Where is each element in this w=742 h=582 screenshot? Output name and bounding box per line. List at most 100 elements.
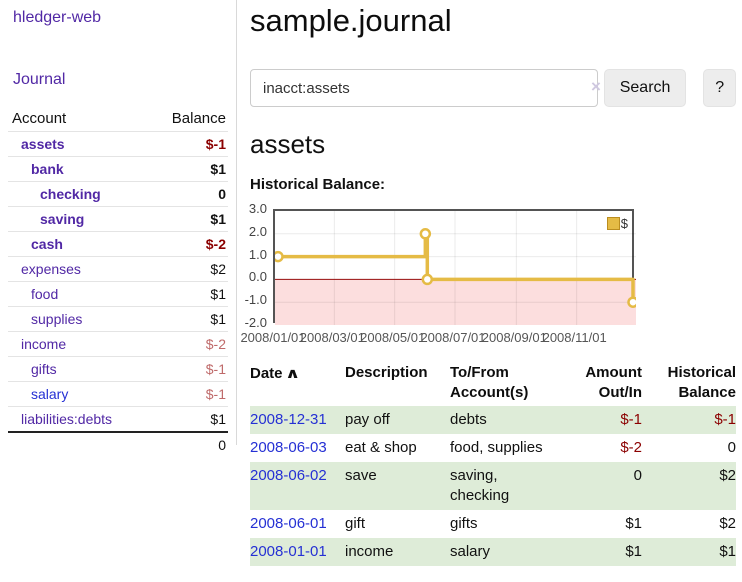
x-axis-label: 2008/11/01: [542, 330, 607, 345]
account-row: supplies $1: [8, 306, 228, 331]
transaction-amount: $1: [625, 515, 642, 532]
x-axis-label: 2008/01/01: [240, 330, 306, 345]
chart-legend: $: [605, 215, 629, 232]
page-title: sample.journal: [250, 3, 452, 38]
account-balance: $1: [210, 411, 226, 427]
transaction-balance: 0: [727, 439, 736, 456]
col-header-date[interactable]: Date ∧: [250, 365, 300, 382]
accounts-header-account: Account: [12, 110, 67, 127]
account-row: salary $-1: [8, 381, 228, 406]
transaction-amount: 0: [633, 467, 642, 484]
legend-label: $: [620, 216, 628, 231]
transaction-date-link[interactable]: 2008-12-31: [250, 411, 327, 428]
col-header-balance: Historical Balance: [667, 364, 736, 401]
account-row: assets $-1: [8, 131, 228, 156]
transaction-balance: $2: [719, 467, 736, 484]
y-axis-label: -2.0: [244, 315, 267, 330]
transaction-accounts: debts: [450, 411, 487, 428]
register-row: 2008-06-02 save saving, checking 0 $2: [250, 462, 736, 510]
account-balance: $1: [210, 211, 226, 227]
sidebar-account-gifts[interactable]: gifts: [31, 361, 57, 377]
transaction-date-link[interactable]: 2008-06-01: [250, 515, 327, 532]
register-row: 2008-06-01 gift gifts $1 $2: [250, 510, 736, 538]
search-button[interactable]: Search: [603, 69, 687, 107]
transaction-description: pay off: [345, 411, 390, 428]
transaction-amount: $-1: [620, 411, 642, 428]
account-row: saving $1: [8, 206, 228, 231]
sidebar-account-assets[interactable]: assets: [21, 136, 65, 152]
x-axis-label: 2008/03/01: [299, 330, 365, 345]
col-header-description: Description: [345, 364, 428, 381]
transaction-date-link[interactable]: 2008-06-03: [250, 439, 327, 456]
sidebar-account-bank[interactable]: bank: [31, 161, 64, 177]
account-balance: $-1: [205, 136, 226, 152]
search-form: × Search ?: [250, 69, 736, 107]
register-row: 2008-01-01 income salary $1 $1: [250, 538, 736, 566]
transaction-accounts: salary: [450, 543, 491, 560]
transaction-amount: $1: [625, 543, 642, 560]
sidebar-account-checking[interactable]: checking: [40, 186, 101, 202]
sidebar-account-liabilities-debts[interactable]: liabilities:debts: [21, 411, 113, 427]
x-axis-label: 2008/07/01: [420, 330, 486, 345]
transaction-balance: $-1: [714, 411, 736, 428]
transaction-accounts: gifts: [450, 515, 478, 532]
account-balance: $-2: [205, 336, 226, 352]
sidebar-account-salary[interactable]: salary: [31, 386, 69, 402]
accounts-total-balance: 0: [218, 437, 226, 453]
transaction-description: income: [345, 543, 394, 560]
sidebar-item-journal[interactable]: Journal: [13, 71, 66, 88]
account-row: bank $1: [8, 156, 228, 181]
col-header-tofrom: To/From Account(s): [450, 364, 529, 401]
sidebar-account-income[interactable]: income: [21, 336, 67, 352]
sidebar-account-cash[interactable]: cash: [31, 236, 63, 252]
transaction-amount: $-2: [620, 439, 642, 456]
search-input[interactable]: [250, 69, 598, 107]
x-axis-label: 2008/05/01: [360, 330, 426, 345]
account-balance: $1: [210, 286, 226, 302]
y-axis-label: 2.0: [248, 223, 267, 239]
register-table: Date ∧ Description To/From Account(s) Amo…: [250, 360, 736, 566]
transaction-balance: $2: [719, 515, 736, 532]
y-axis-label: 3.0: [248, 201, 267, 216]
account-row: expenses $2: [8, 256, 228, 281]
account-row: income $-2: [8, 331, 228, 356]
help-button[interactable]: ?: [703, 69, 736, 107]
transaction-balance: $1: [719, 543, 736, 560]
register-row: 2008-06-03 eat & shop food, supplies $-2…: [250, 434, 736, 462]
account-row: gifts $-1: [8, 356, 228, 381]
app-brand-link[interactable]: hledger-web: [13, 9, 102, 26]
clear-search-icon[interactable]: ×: [591, 77, 601, 96]
sidebar-account-supplies[interactable]: supplies: [31, 311, 83, 327]
transaction-accounts: food, supplies: [450, 439, 543, 456]
register-header-row: Date ∧ Description To/From Account(s) Amo…: [250, 360, 736, 406]
account-row: food $1: [8, 281, 228, 306]
sidebar: hledger-web Journal Account Balance asse…: [0, 0, 237, 453]
account-row: liabilities:debts $1: [8, 406, 228, 431]
account-heading: assets: [250, 129, 326, 159]
account-balance: $-1: [205, 361, 226, 377]
x-axis-label: 2008/09/01: [481, 330, 547, 345]
transaction-date-link[interactable]: 2008-06-02: [250, 467, 327, 484]
account-balance: $1: [210, 161, 226, 177]
y-axis-label: 0.0: [248, 269, 267, 285]
accounts-table: Account Balance assets $-1 bank $1 checkin…: [8, 107, 228, 457]
sidebar-account-saving[interactable]: saving: [40, 211, 85, 227]
col-header-amount: Amount Out/In: [585, 364, 642, 401]
accounts-header-balance: Balance: [171, 110, 226, 127]
account-balance: $2: [210, 261, 226, 277]
sidebar-account-expenses[interactable]: expenses: [21, 261, 81, 277]
account-balance: $1: [210, 311, 226, 327]
account-balance: $-2: [205, 236, 226, 252]
accounts-table-header: Account Balance: [8, 107, 228, 131]
balance-chart: $ 3.0 2.0 1.0 0.0 -1.0 -2.0 2008/01/01 2008/03/…: [240, 202, 736, 347]
sidebar-account-food[interactable]: food: [31, 286, 59, 302]
y-axis-label: 1.0: [248, 246, 267, 262]
accounts-total-row: 0: [8, 431, 228, 457]
main-content: sample.journal × Search ? assets Histori…: [240, 0, 736, 566]
transaction-date-link[interactable]: 2008-01-01: [250, 543, 327, 560]
account-balance: 0: [218, 186, 226, 202]
account-balance: $-1: [205, 386, 226, 402]
transaction-description: save: [345, 467, 377, 484]
account-row: cash $-2: [8, 231, 228, 256]
register-row: 2008-12-31 pay off debts $-1 $-1: [250, 406, 736, 434]
